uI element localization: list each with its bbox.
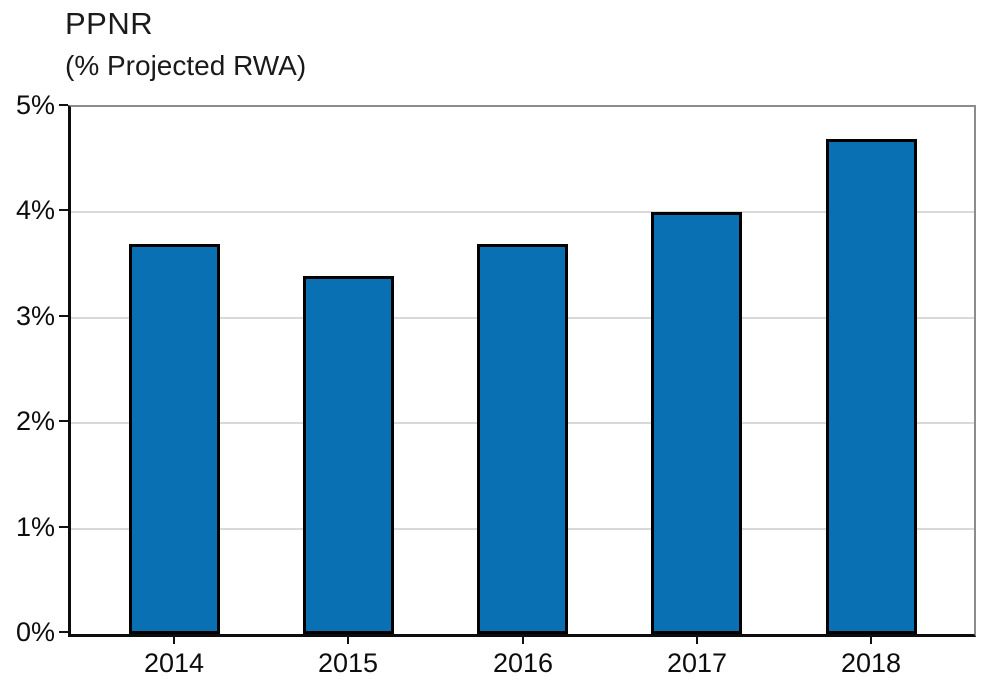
- y-tick-mark-3pct: [59, 315, 68, 317]
- bar-2016: [477, 244, 568, 634]
- y-tick-mark-1pct: [59, 526, 68, 528]
- x-tick-mark-2014: [173, 635, 175, 644]
- gridline-4pct: [71, 211, 974, 214]
- bar-2018: [826, 139, 917, 634]
- y-tick-label-1pct: 1%: [15, 512, 55, 542]
- bar-2014: [129, 244, 220, 634]
- x-tick-label-2014: 2014: [143, 648, 205, 678]
- x-tick-label-2016: 2016: [492, 648, 554, 678]
- y-tick-label-0pct: 0%: [15, 617, 55, 647]
- y-tick-label-3pct: 3%: [15, 301, 55, 331]
- x-tick-mark-2016: [522, 635, 524, 644]
- x-tick-mark-2015: [347, 635, 349, 644]
- plot-area: [68, 105, 976, 637]
- chart-subtitle: (% Projected RWA): [65, 50, 307, 81]
- y-tick-label-5pct: 5%: [15, 90, 55, 120]
- y-tick-label-4pct: 4%: [15, 195, 55, 225]
- bar-2017: [651, 212, 742, 634]
- y-tick-mark-4pct: [59, 209, 68, 211]
- y-tick-mark-0pct: [59, 631, 68, 633]
- y-tick-label-2pct: 2%: [15, 406, 55, 436]
- x-tick-label-2018: 2018: [840, 648, 902, 678]
- x-tick-mark-2018: [870, 635, 872, 644]
- chart-title: PPNR: [65, 6, 154, 41]
- x-tick-label-2017: 2017: [666, 648, 728, 678]
- x-tick-label-2015: 2015: [317, 648, 379, 678]
- y-tick-mark-5pct: [59, 104, 68, 106]
- y-tick-mark-2pct: [59, 420, 68, 422]
- x-tick-mark-2017: [696, 635, 698, 644]
- bar-2015: [303, 276, 394, 634]
